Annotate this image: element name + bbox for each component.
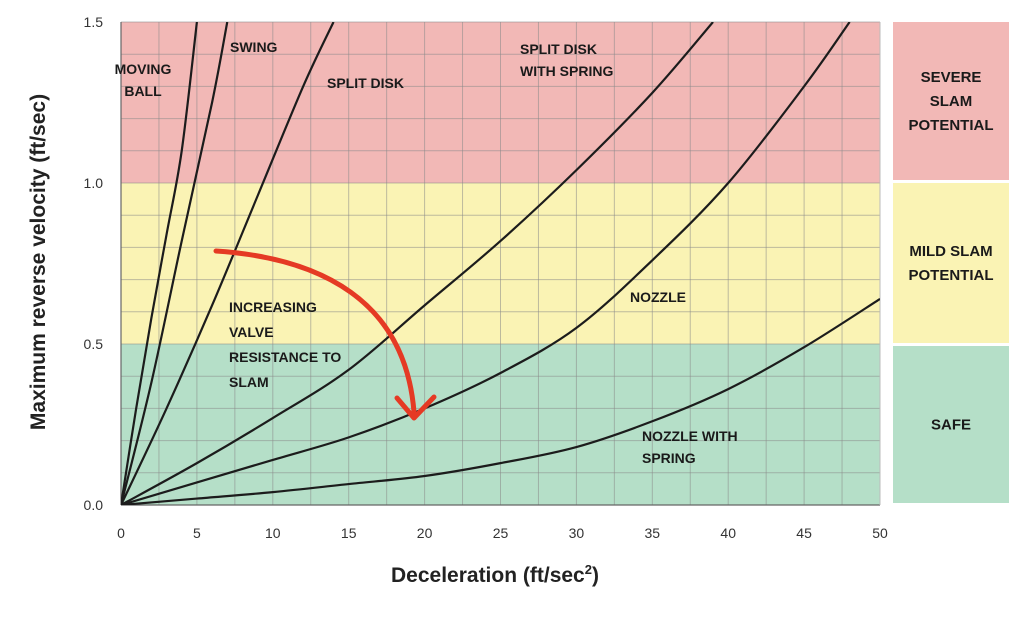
x-axis-label-main: Deceleration (ft/sec (391, 564, 585, 587)
curve-label-split-disk-with-spring-line: SPLIT DISK (520, 41, 597, 57)
curve-split-disk-with-spring (121, 22, 714, 505)
x-tick-label: 45 (796, 525, 812, 541)
axes (120, 22, 881, 506)
x-tick-label: 25 (493, 525, 509, 541)
zone-panel-severe-slam-potential-label: SEVERE SLAM POTENTIAL (909, 69, 994, 134)
x-tick-label: 35 (645, 525, 661, 541)
annotation-text-line: VALVE (229, 324, 274, 340)
y-axis-label: Maximum reverse velocity (ft/sec) (27, 94, 50, 430)
curve-label-moving-ball-line: BALL (124, 83, 162, 99)
curve-label-moving-ball: MOVING BALL (115, 61, 172, 99)
zone-panel-severe-slam-potential-label-line: SEVERE (921, 69, 982, 86)
curve-label-nozzle-with-spring: NOZZLE WITH SPRING (642, 428, 738, 466)
curve-label-nozzle-with-spring-line: SPRING (642, 450, 696, 466)
y-tick-label: 1.0 (84, 175, 104, 191)
x-tick-label: 5 (193, 525, 201, 541)
x-tick-label: 40 (720, 525, 736, 541)
zone-panel-mild-slam-potential (893, 183, 1009, 343)
curve-label-nozzle: NOZZLE (630, 289, 686, 305)
curve-moving-ball (121, 22, 198, 505)
zone-panel-severe-slam-potential-label-line: POTENTIAL (909, 117, 994, 134)
curve-label-swing-line: SWING (230, 39, 278, 55)
curve-label-split-disk-line: SPLIT DISK (327, 75, 404, 91)
zone-panel-severe-slam-potential (893, 22, 1009, 180)
x-axis-label-tail: ) (592, 564, 599, 587)
x-tick-label: 30 (569, 525, 585, 541)
y-tick-label: 0.0 (84, 497, 104, 513)
curve-nozzle (121, 22, 851, 505)
tick-labels: 0 5 10 15 20 25 30 35 40 45 50 0.0 0.5 1.0 1.5 (84, 14, 888, 541)
curve-label-nozzle-with-spring-line: NOZZLE WITH (642, 428, 738, 444)
x-axis-label: Deceleration (ft/sec2) (391, 562, 599, 587)
zone-panel-safe-label: SAFE (931, 417, 971, 434)
curve-split-disk (121, 22, 335, 505)
x-tick-label: 20 (417, 525, 433, 541)
curve-nozzle-with-spring (121, 297, 880, 505)
x-tick-label: 0 (117, 525, 125, 541)
grid-lines (120, 21, 881, 506)
arrow-head-icon (394, 394, 437, 421)
y-tick-label: 1.5 (84, 14, 104, 30)
curve-label-nozzle-line: NOZZLE (630, 289, 686, 305)
zone-panel-severe-slam-potential-label-line: SLAM (930, 93, 973, 110)
zone-panel-mild-slam-potential-label-line: POTENTIAL (909, 267, 994, 284)
zone-panel-safe (893, 346, 1009, 503)
x-tick-label: 50 (872, 525, 888, 541)
annotation-text: INCREASING VALVE RESISTANCE TO SLAM (229, 299, 341, 390)
curve-label-moving-ball-line: MOVING (115, 61, 172, 77)
increasing-resistance-arrow (213, 248, 417, 415)
zone-panel-mild-slam-potential-label-line: MILD SLAM (909, 243, 992, 260)
curve-swing (121, 22, 229, 505)
curve-label-swing: SWING (230, 39, 278, 55)
zone-panel-safe-label-line: SAFE (931, 417, 971, 434)
zone-panel: SEVERE SLAM POTENTIAL MILD SLAM POTENTIAL SAF… (893, 22, 1009, 503)
curve-labels: MOVING BALL SWING SPLIT DISK SPLIT DISK WITH … (115, 39, 738, 466)
annotation: INCREASING VALVE RESISTANCE TO SLAM (213, 248, 437, 421)
annotation-text-line: SLAM (229, 374, 269, 390)
curves (121, 22, 880, 505)
annotation-text-line: INCREASING (229, 299, 317, 315)
curve-label-split-disk-with-spring-line: WITH SPRING (520, 63, 613, 79)
curve-label-split-disk-with-spring: SPLIT DISK WITH SPRING (520, 41, 613, 79)
x-axis-label-sup: 2 (585, 562, 592, 577)
x-tick-label: 15 (341, 525, 357, 541)
curve-label-split-disk: SPLIT DISK (327, 75, 404, 91)
y-tick-label: 0.5 (84, 336, 104, 352)
x-tick-label: 10 (265, 525, 281, 541)
annotation-text-line: RESISTANCE TO (229, 349, 341, 365)
zone-panel-mild-slam-potential-label: MILD SLAM POTENTIAL (909, 243, 994, 284)
